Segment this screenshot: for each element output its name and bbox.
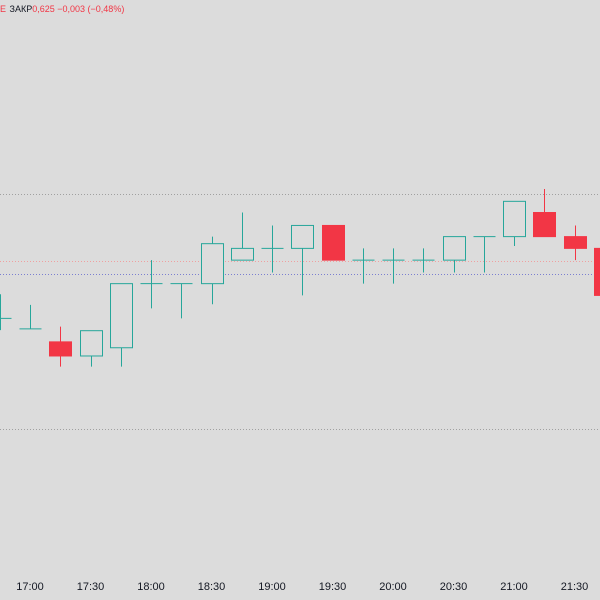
- close-label: ЗАКР: [9, 4, 33, 14]
- candle-1700: [19, 304, 42, 330]
- candle-1900: [261, 225, 284, 273]
- x-tick-label: 18:00: [137, 581, 165, 593]
- candle-2145: [594, 247, 600, 296]
- close-value: 0,625: [32, 4, 55, 14]
- candle-body: [80, 330, 103, 357]
- candle-1815: [170, 283, 193, 319]
- candle-body: [49, 341, 72, 357]
- x-tick-label: 20:30: [440, 581, 468, 593]
- candle-1945: [352, 248, 375, 284]
- candle-body: [110, 283, 133, 349]
- change-value: −0,003 (−0,48%): [57, 4, 125, 14]
- candle-body: [443, 236, 466, 261]
- x-tick-label: 19:00: [258, 581, 286, 593]
- x-tick-label: 20:00: [379, 581, 407, 593]
- x-tick-label: 18:30: [198, 581, 226, 593]
- candle-body: [564, 236, 587, 249]
- candle-1845: [231, 212, 254, 261]
- candle-1915: [291, 224, 314, 296]
- candle-2130: [564, 225, 587, 261]
- candle-2045: [473, 236, 496, 273]
- candle-body: [594, 247, 600, 296]
- candle-2000: [382, 248, 405, 284]
- candle-2030: [443, 236, 466, 273]
- candle-body: [231, 247, 254, 261]
- candle-body: [201, 243, 224, 285]
- candle-body: [503, 200, 526, 238]
- candle-2100: [503, 200, 526, 247]
- candle-1745: [110, 283, 133, 367]
- candle-2015: [412, 248, 435, 273]
- x-tick-label: 21:00: [500, 581, 528, 593]
- candle-1730: [80, 330, 103, 367]
- x-tick-label: 17:00: [16, 581, 44, 593]
- candle-body: [322, 224, 345, 261]
- x-tick-label: 17:30: [77, 581, 105, 593]
- x-tick-label: 21:30: [561, 581, 589, 593]
- candle-body: [533, 212, 556, 238]
- candle-1715: [49, 326, 72, 367]
- x-tick-label: 19:30: [319, 581, 347, 593]
- price-legend: Е ЗАКР0,625 −0,003 (−0,48%): [0, 3, 124, 15]
- candle-body: [291, 224, 314, 249]
- candle-1930: [322, 224, 345, 261]
- series-marker: Е: [0, 4, 7, 14]
- candle-1830: [201, 236, 224, 305]
- candle-2115: [533, 188, 556, 238]
- candle-1645: [0, 294, 12, 331]
- candle-1800: [140, 260, 163, 309]
